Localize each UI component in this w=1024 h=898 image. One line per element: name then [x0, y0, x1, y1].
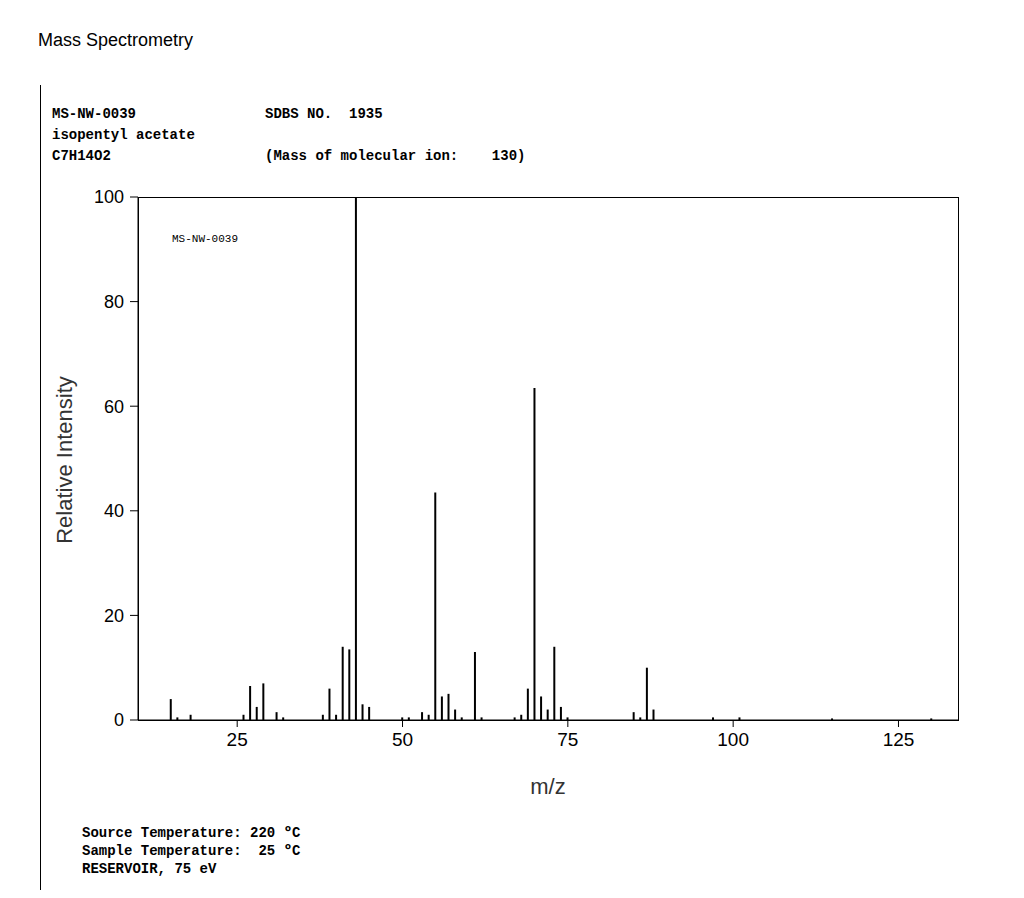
html-text:Sample Temperature: 25 ºC: Sample Temperature: 25 ºC [82, 843, 301, 859]
svg-text:25: 25 [227, 729, 248, 750]
svg-text:125: 125 [883, 729, 915, 750]
html-text:Relative Intensity: Relative Intensity [52, 376, 77, 544]
html-text:m/z: m/z [530, 774, 566, 799]
svg-text:80: 80 [104, 292, 124, 312]
svg-text:75: 75 [557, 729, 578, 750]
html-text:Source Temperature: 220 ºC: Source Temperature: 220 ºC [82, 825, 301, 841]
html-text:MS-NW-0039: MS-NW-0039 [52, 106, 136, 122]
svg-text:100: 100 [717, 729, 749, 750]
html-text:SDBS NO. 1935: SDBS NO. 1935 [265, 106, 383, 122]
html-text:MS-NW-0039: MS-NW-0039 [172, 233, 238, 245]
svg-text:20: 20 [104, 606, 124, 626]
svg-text:0: 0 [114, 710, 124, 730]
svg-text:100: 100 [94, 187, 124, 207]
html-text:isopentyl acetate: isopentyl acetate [52, 127, 195, 143]
html-text:(Mass of molecular ion: 130): (Mass of molecular ion: 130) [265, 148, 526, 164]
svg-text:40: 40 [104, 501, 124, 521]
html-text:RESERVOIR, 75 eV: RESERVOIR, 75 eV [82, 861, 217, 877]
html-text:Mass Spectrometry: Mass Spectrometry [38, 30, 193, 50]
svg-text:60: 60 [104, 397, 124, 417]
html-text:C7H14O2: C7H14O2 [52, 148, 111, 164]
svg-text:50: 50 [392, 729, 413, 750]
